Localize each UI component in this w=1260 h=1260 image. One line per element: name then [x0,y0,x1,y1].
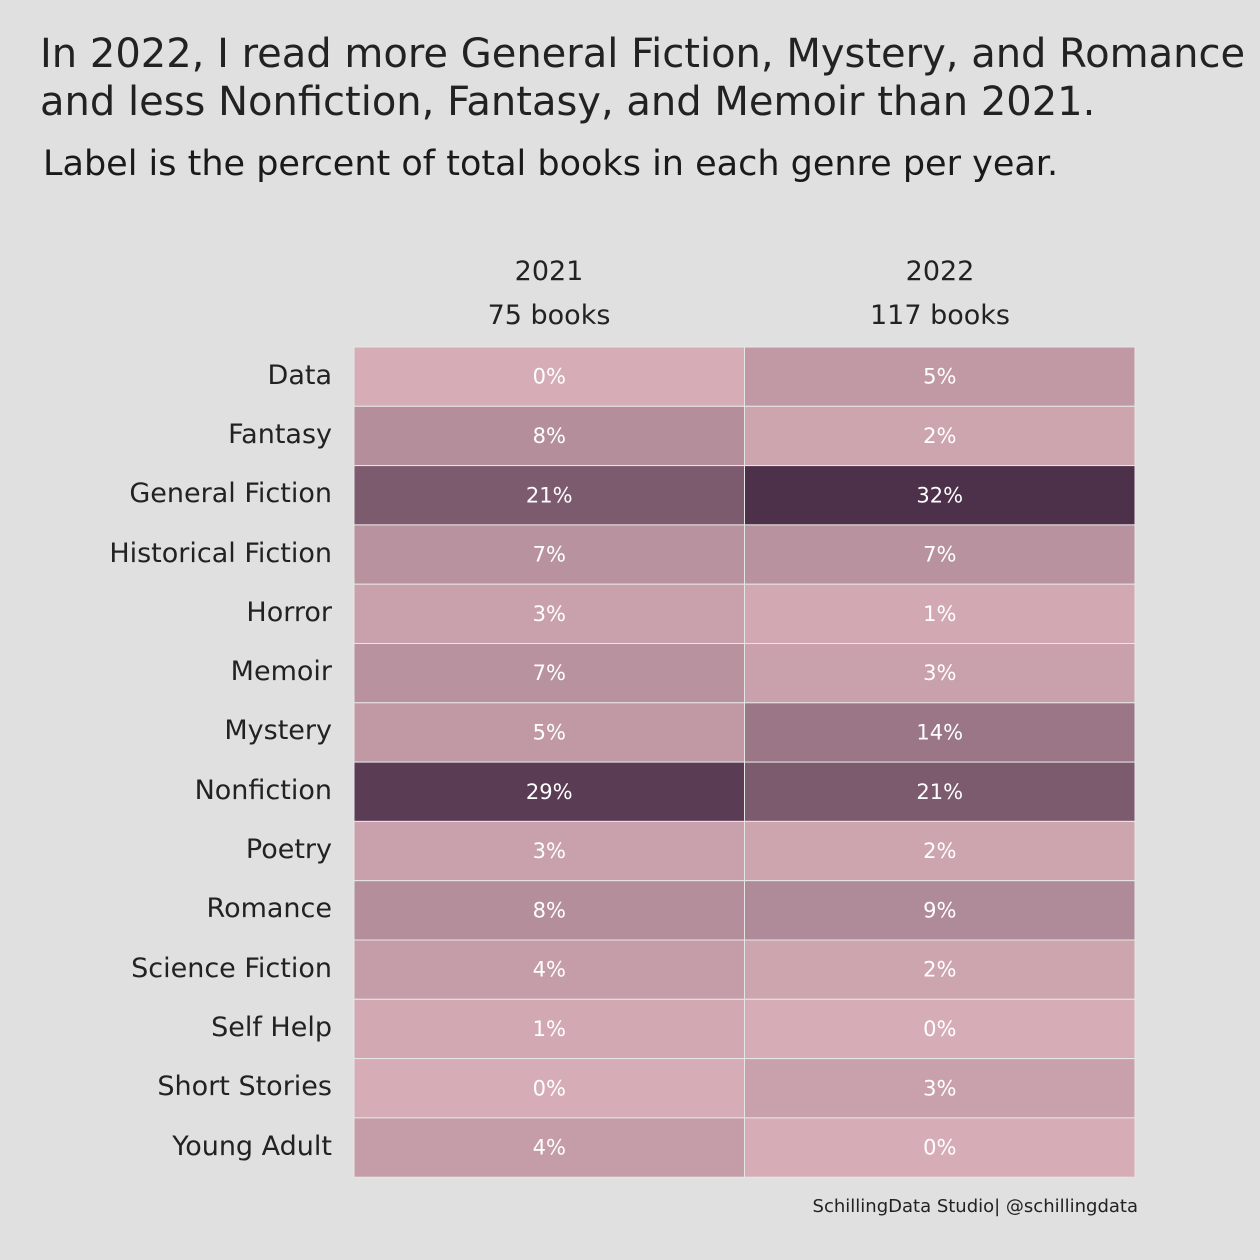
cell-value-label-poetry-2021: 3% [533,839,566,863]
cell-value-label-romance-2021: 8% [533,898,566,922]
cell-value-label-historical-fiction-2022: 7% [923,543,956,567]
cell-value-label-data-2021: 0% [533,365,566,389]
cell-value-label-short-stories-2021: 0% [533,1076,566,1100]
heatmap-cell-young-adult-2021 [353,1117,745,1178]
cell-value-label-nonfiction-2021: 29% [526,780,573,804]
chart-title: In 2022, I read more General Fiction, My… [40,30,1246,126]
cell-value-label-historical-fiction-2021: 7% [533,543,566,567]
heatmap-cell-horror-2021 [353,583,745,645]
row-label-general-fiction: General Fiction [129,478,332,510]
cell-value-label-fantasy-2021: 8% [533,424,566,448]
heatmap-cell-short-stories-2021 [353,1058,745,1119]
column-book-count: 75 books [487,300,611,331]
heatmap-cell-self-help-2021 [353,998,745,1060]
column-year: 2022 [905,256,975,287]
cell-value-label-romance-2022: 9% [923,898,956,922]
cell-value-label-memoir-2022: 3% [923,661,956,685]
chart-title-line-2: and less Nonfiction, Fantasy, and Memoir… [40,79,1096,125]
row-label-science-fiction: Science Fiction [131,952,332,984]
cell-value-label-general-fiction-2021: 21% [526,483,573,507]
heatmap-cell-general-fiction-2022 [744,465,1136,526]
column-book-count: 117 books [870,300,1010,331]
cell-value-label-science-fiction-2022: 2% [923,958,956,982]
cell-value-label-horror-2021: 3% [533,602,566,626]
row-label-mystery: Mystery [224,715,332,747]
cell-value-label-self-help-2022: 0% [923,1017,956,1041]
heatmap-cell-fantasy-2022 [744,405,1136,467]
heatmap-cell-fantasy-2021 [353,405,745,467]
cell-value-label-mystery-2021: 5% [533,720,566,744]
cell-value-label-mystery-2022: 14% [916,720,963,744]
heatmap-cell-horror-2022 [744,583,1136,645]
cell-value-label-general-fiction-2022: 32% [916,483,963,507]
heatmap-cell-romance-2022 [744,880,1136,941]
row-label-fantasy: Fantasy [228,418,332,450]
heatmap-cell-memoir-2021 [353,643,745,704]
cell-value-label-memoir-2021: 7% [533,661,566,685]
row-label-short-stories: Short Stories [157,1071,332,1103]
row-label-memoir: Memoir [230,656,332,688]
heatmap-cell-data-2022 [744,346,1136,407]
cell-value-label-fantasy-2022: 2% [923,424,956,448]
heatmap-cell-self-help-2022 [744,998,1136,1060]
heatmap-cell-young-adult-2022 [744,1117,1136,1178]
source-caption: SchillingData Studio| @schillingdata [812,1196,1138,1217]
chart-subtitle: Label is the percent of total books in e… [43,144,1059,184]
cell-value-label-young-adult-2022: 0% [923,1136,956,1160]
chart-title-line-1: In 2022, I read more General Fiction, My… [40,31,1246,77]
heatmap-cell-memoir-2022 [744,643,1136,704]
cell-value-label-poetry-2022: 2% [923,839,956,863]
heatmap-cell-romance-2021 [353,880,745,941]
column-year: 2021 [514,256,584,287]
cell-value-label-horror-2022: 1% [923,602,956,626]
heatmap-cell-general-fiction-2021 [353,465,745,526]
heatmap-cell-science-fiction-2021 [353,939,745,1000]
row-label-poetry: Poetry [245,834,332,866]
cell-value-label-self-help-2021: 1% [533,1017,566,1041]
row-label-nonfiction: Nonfiction [194,774,332,806]
heatmap-cell-data-2021 [353,346,745,407]
cell-value-label-data-2022: 5% [923,365,956,389]
heatmap-cell-poetry-2021 [353,820,745,882]
cell-value-label-science-fiction-2021: 4% [533,958,566,982]
heatmap-cell-nonfiction-2022 [744,761,1136,822]
row-label-horror: Horror [246,596,332,628]
heatmap-cell-historical-fiction-2022 [744,524,1136,585]
cell-value-label-young-adult-2021: 4% [533,1136,566,1160]
column-header-2022: 2022 117 books [745,250,1135,338]
column-header-2021: 2021 75 books [354,250,744,338]
heatmap-cell-nonfiction-2021 [353,761,745,822]
cell-value-label-nonfiction-2022: 21% [916,780,963,804]
cell-value-label-short-stories-2022: 3% [923,1076,956,1100]
row-label-romance: Romance [206,893,332,925]
row-label-historical-fiction: Historical Fiction [109,537,332,569]
row-label-self-help: Self Help [211,1011,332,1043]
row-label-young-adult: Young Adult [172,1130,332,1162]
row-label-data: Data [267,359,332,391]
heatmap-cell-historical-fiction-2021 [353,524,745,585]
